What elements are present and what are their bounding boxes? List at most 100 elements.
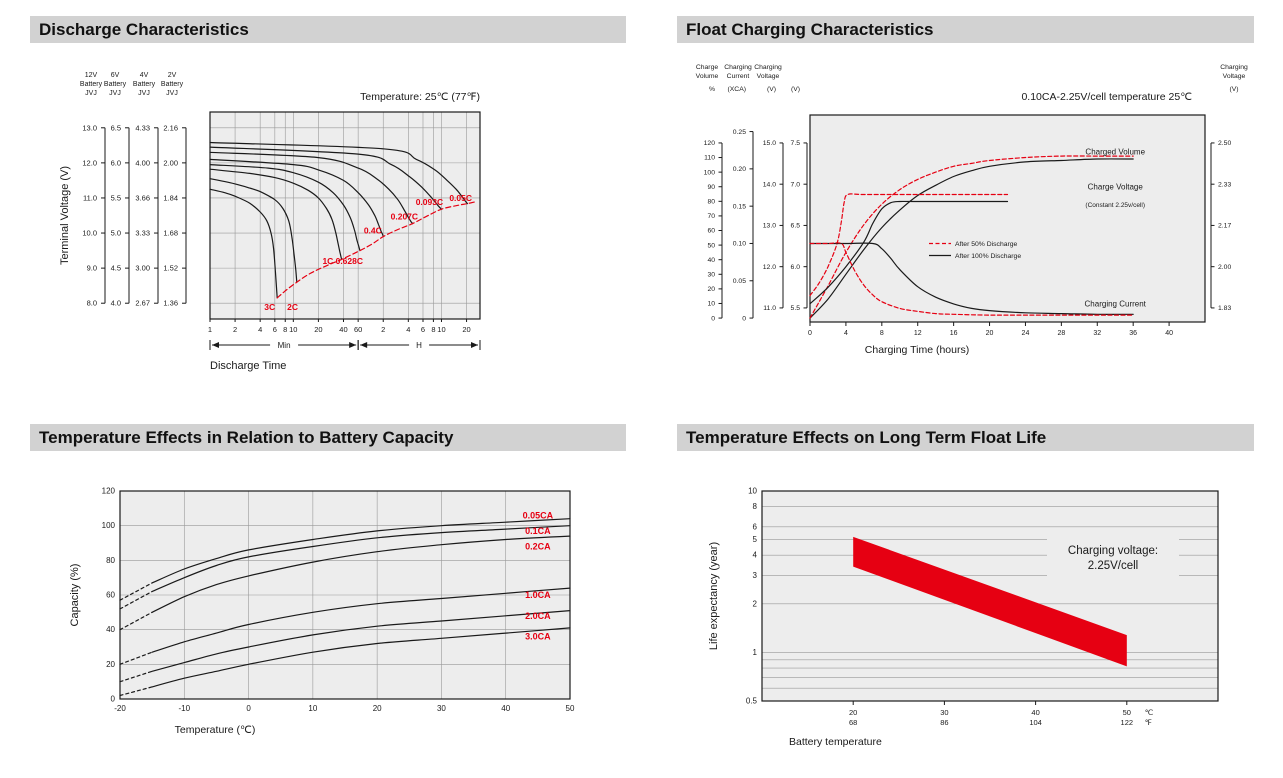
y-axis-title: Capacity (%) xyxy=(69,564,81,627)
y-tick-label: 30 xyxy=(707,271,715,278)
x-tick-label-celsius: 30 xyxy=(940,708,948,717)
y-tick-label: 4.00 xyxy=(135,158,150,167)
y-tick-label: 6.0 xyxy=(111,158,121,167)
x-unit-celsius: ℃ xyxy=(1145,708,1154,717)
x-tick-label: 16 xyxy=(950,330,958,337)
y-tick-label: 60 xyxy=(106,591,115,600)
panel-discharge-characteristics: Discharge Characteristics 12V Battery JVJ 1… xyxy=(30,16,626,387)
axis-unit: (V) xyxy=(767,86,776,93)
y-tick-label: 1.36 xyxy=(163,299,178,308)
panel-float-life: Temperature Effects on Long Term Float L… xyxy=(677,424,1283,771)
y-tick-label: 2.67 xyxy=(135,299,150,308)
x-tick-label: 2 xyxy=(233,325,237,334)
y-tick-label: 1.68 xyxy=(163,229,178,238)
y-tick-label: 8 xyxy=(753,502,758,511)
y-tick-label: 2 xyxy=(753,599,758,608)
x-tick-label: 40 xyxy=(501,704,510,713)
x-tick-label: 60 xyxy=(354,325,362,334)
y-tick-label: 1.52 xyxy=(163,264,178,273)
y-tick-label: 110 xyxy=(704,155,715,162)
y-tick-label: 12.0 xyxy=(82,158,97,167)
capacity-curve-extrapolated xyxy=(119,582,153,601)
x-tick-label-fahrenheit: 122 xyxy=(1121,718,1134,727)
y-axis-title: Terminal Voltage (V) xyxy=(59,166,71,265)
y-tick-label: 0.10 xyxy=(733,241,746,248)
capacity-curve xyxy=(151,518,571,584)
y-tick-label: 80 xyxy=(707,199,715,206)
axis-header: JVJ xyxy=(109,90,121,97)
curve-label: 0.207C xyxy=(391,212,418,222)
y-tick-label: 10 xyxy=(748,487,757,496)
curve-label: 0.05C xyxy=(449,193,472,203)
y-tick-label: 6.5 xyxy=(111,123,121,132)
curve-label: 1C xyxy=(322,256,333,266)
legend-label: After 100% Discharge xyxy=(955,253,1021,260)
y-tick-label: 120 xyxy=(704,140,716,147)
y-tick-label: 80 xyxy=(106,556,115,565)
y-axis-title: Life expectancy (year) xyxy=(708,542,720,650)
series-label: Charge Voltage xyxy=(1088,183,1144,192)
y-tick-label: 100 xyxy=(102,521,116,530)
life-expectancy-band xyxy=(853,536,1127,667)
discharge-characteristics-chart: 12VBatteryJVJ13.012.011.010.09.08.06VBat… xyxy=(59,72,481,372)
section-title: Discharge Characteristics xyxy=(39,20,249,39)
chart-annotation: 0.10CA-2.25V/cell temperature 25℃ xyxy=(1021,91,1192,103)
y-tick-label: 13.0 xyxy=(763,223,776,230)
x-tick-label: 10 xyxy=(437,325,445,334)
capacity-curve xyxy=(151,525,571,593)
y-tick-label: 10.0 xyxy=(82,229,97,238)
capacity-curve-extrapolated xyxy=(119,611,153,631)
x-tick-label: 4 xyxy=(844,330,848,337)
arrowhead-left xyxy=(212,342,219,348)
y-tick-label: 9.0 xyxy=(87,264,97,273)
axis-header: JVJ xyxy=(85,90,97,97)
y-tick-label: 4.0 xyxy=(111,299,121,308)
y-tick-label: 0 xyxy=(111,695,116,704)
curve-label: 3C xyxy=(264,302,275,312)
section-title: Temperature Effects in Relation to Batte… xyxy=(39,428,454,447)
curve-label: 0.628C xyxy=(336,256,363,266)
axis-header: Voltage xyxy=(757,73,780,80)
charge-voltage-100-curve xyxy=(809,200,1009,305)
x-tick-label: 6 xyxy=(273,325,277,334)
y-tick-label: 2.17 xyxy=(1218,223,1231,230)
x-tick-label: 0 xyxy=(246,704,251,713)
x-tick-label: 20 xyxy=(462,325,470,334)
y-tick-label: 2.50 xyxy=(1218,140,1231,147)
panel-float-charging: Float Charging Characteristics Charge Vol… xyxy=(677,16,1283,387)
capacity-curve-extrapolated xyxy=(119,686,153,697)
x-tick-label-celsius: 20 xyxy=(849,708,857,717)
y-tick-label: 20 xyxy=(707,286,715,293)
x-tick-label-celsius: 40 xyxy=(1031,708,1039,717)
capacity-curve xyxy=(151,535,571,613)
plot-border xyxy=(809,114,1206,323)
range-label: Min xyxy=(278,341,291,350)
y-tick-label: 8.0 xyxy=(87,299,97,308)
discharge-curve xyxy=(209,158,384,238)
y-tick-label: 120 xyxy=(102,487,116,496)
y-tick-label: 2.00 xyxy=(1218,264,1231,271)
axis-header: Volume xyxy=(696,73,719,80)
x-tick-label: 40 xyxy=(1165,330,1173,337)
capacity-curve-extrapolated xyxy=(119,590,153,610)
y-tick-label: 3.33 xyxy=(135,229,150,238)
y-tick-label: 0 xyxy=(711,315,715,322)
y-tick-label: 3.00 xyxy=(135,264,150,273)
range-label: H xyxy=(416,341,422,350)
x-tick-label: 8 xyxy=(880,330,884,337)
curve-label: 0.05CA xyxy=(523,510,554,520)
axis-header: Battery xyxy=(80,81,103,88)
y-tick-label: 7.5 xyxy=(791,140,801,147)
y-tick-label: 40 xyxy=(707,257,715,264)
x-tick-label: 32 xyxy=(1093,330,1101,337)
y-tick-label: 90 xyxy=(707,184,715,191)
y-tick-label: 4 xyxy=(753,551,758,560)
x-tick-label: -10 xyxy=(179,704,191,713)
x-tick-label-fahrenheit: 104 xyxy=(1029,718,1042,727)
charged-volume-100-curve xyxy=(809,158,1134,319)
y-tick-label: 1 xyxy=(753,648,758,657)
axis-header: 12V xyxy=(85,72,98,79)
x-axis-title: Charging Time (hours) xyxy=(865,344,969,356)
